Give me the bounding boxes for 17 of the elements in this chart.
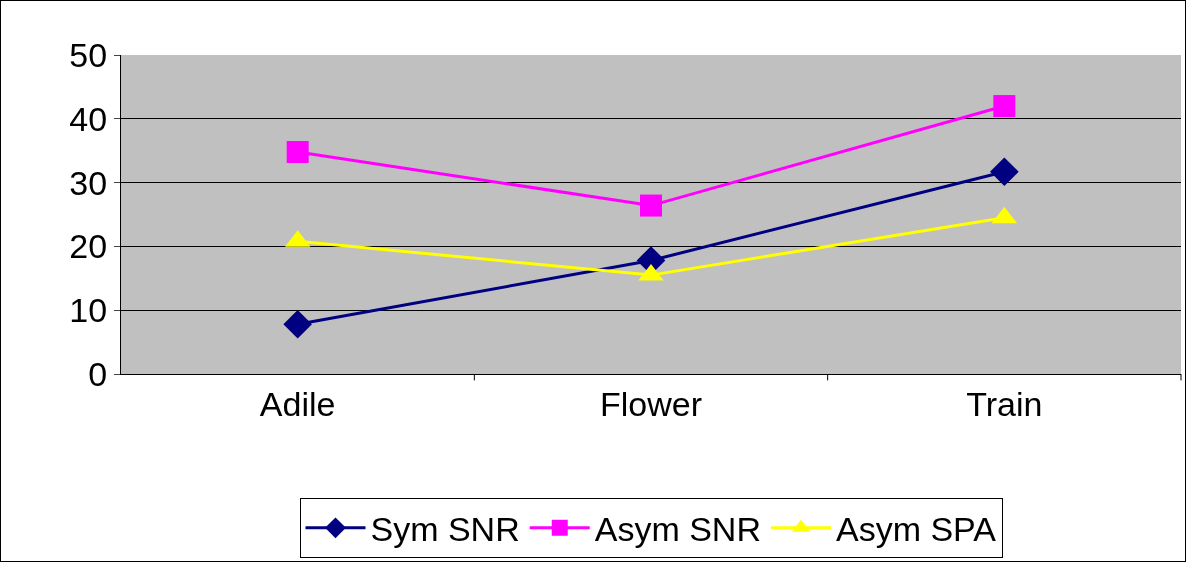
y-tick-label: 30 — [69, 163, 108, 202]
y-tick-label: 0 — [88, 354, 108, 393]
legend-label: Asym SNR — [594, 510, 761, 549]
y-tick-label: 50 — [69, 35, 108, 74]
point — [283, 309, 312, 339]
y-tick-label: 20 — [69, 227, 108, 266]
x-tick-label: Adile — [259, 384, 336, 423]
legend-label: Sym SNR — [370, 510, 520, 549]
y-tick-label: 40 — [69, 99, 108, 138]
legend-label: Asym SPA — [835, 510, 997, 549]
point — [286, 140, 309, 163]
x-tick-label: Train — [966, 384, 1043, 423]
x-tick-label: Flower — [599, 384, 703, 423]
point — [990, 157, 1019, 187]
point — [640, 194, 662, 217]
y-tick-label: 10 — [69, 291, 108, 330]
point — [993, 95, 1016, 118]
